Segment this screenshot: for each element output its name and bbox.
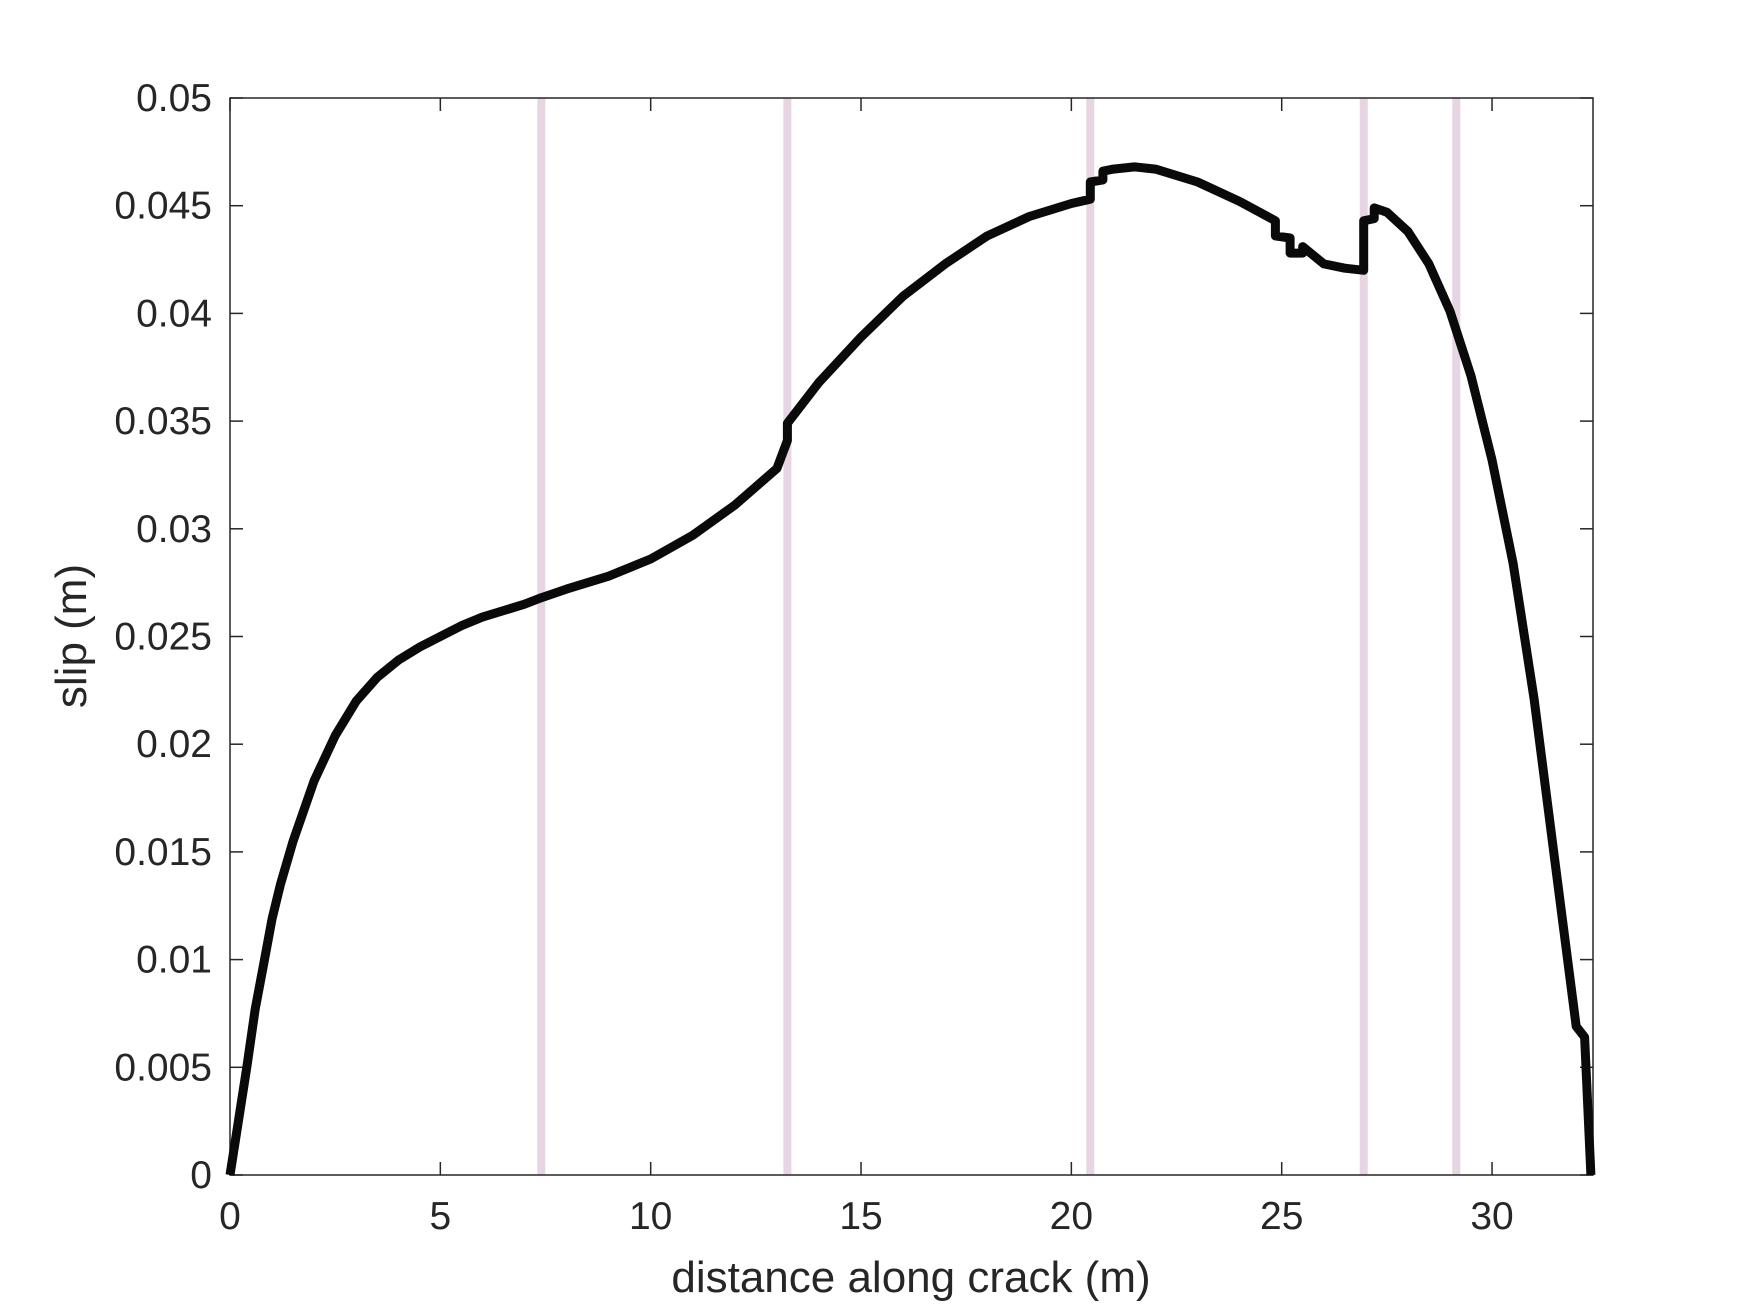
y-tick-label: 0.045	[114, 185, 212, 228]
x-tick-label: 15	[839, 1195, 882, 1238]
x-axis: 0 5 10 15 20 25 30	[219, 98, 1514, 1238]
y-tick-label: 0.035	[114, 400, 212, 443]
x-tick-label: 10	[629, 1195, 672, 1238]
x-tick-label: 25	[1260, 1195, 1303, 1238]
y-tick-label: 0.005	[114, 1046, 212, 1089]
y-tick-label: 0.03	[136, 508, 212, 551]
y-tick-label: 0.04	[136, 292, 212, 335]
y-tick-label: 0.025	[114, 616, 212, 659]
x-tick-label: 0	[219, 1195, 241, 1238]
y-axis: 0 0.005 0.01 0.015 0.02 0.025 0.03 0.035 0.04 0.0…	[114, 77, 1593, 1197]
y-tick-label: 0	[190, 1154, 212, 1197]
y-tick-label: 0.05	[136, 77, 212, 120]
slip-line	[225, 162, 1596, 1176]
x-tick-label: 20	[1050, 1195, 1093, 1238]
x-tick-label: 5	[429, 1195, 451, 1238]
y-tick-label: 0.02	[136, 723, 212, 766]
y-tick-label: 0.015	[114, 831, 212, 874]
vertical-markers	[537, 98, 1461, 1175]
x-tick-label: 30	[1470, 1195, 1513, 1238]
y-axis-label: slip (m)	[47, 564, 96, 708]
x-axis-label: distance along crack (m)	[671, 1253, 1150, 1302]
y-tick-label: 0.01	[136, 939, 212, 982]
